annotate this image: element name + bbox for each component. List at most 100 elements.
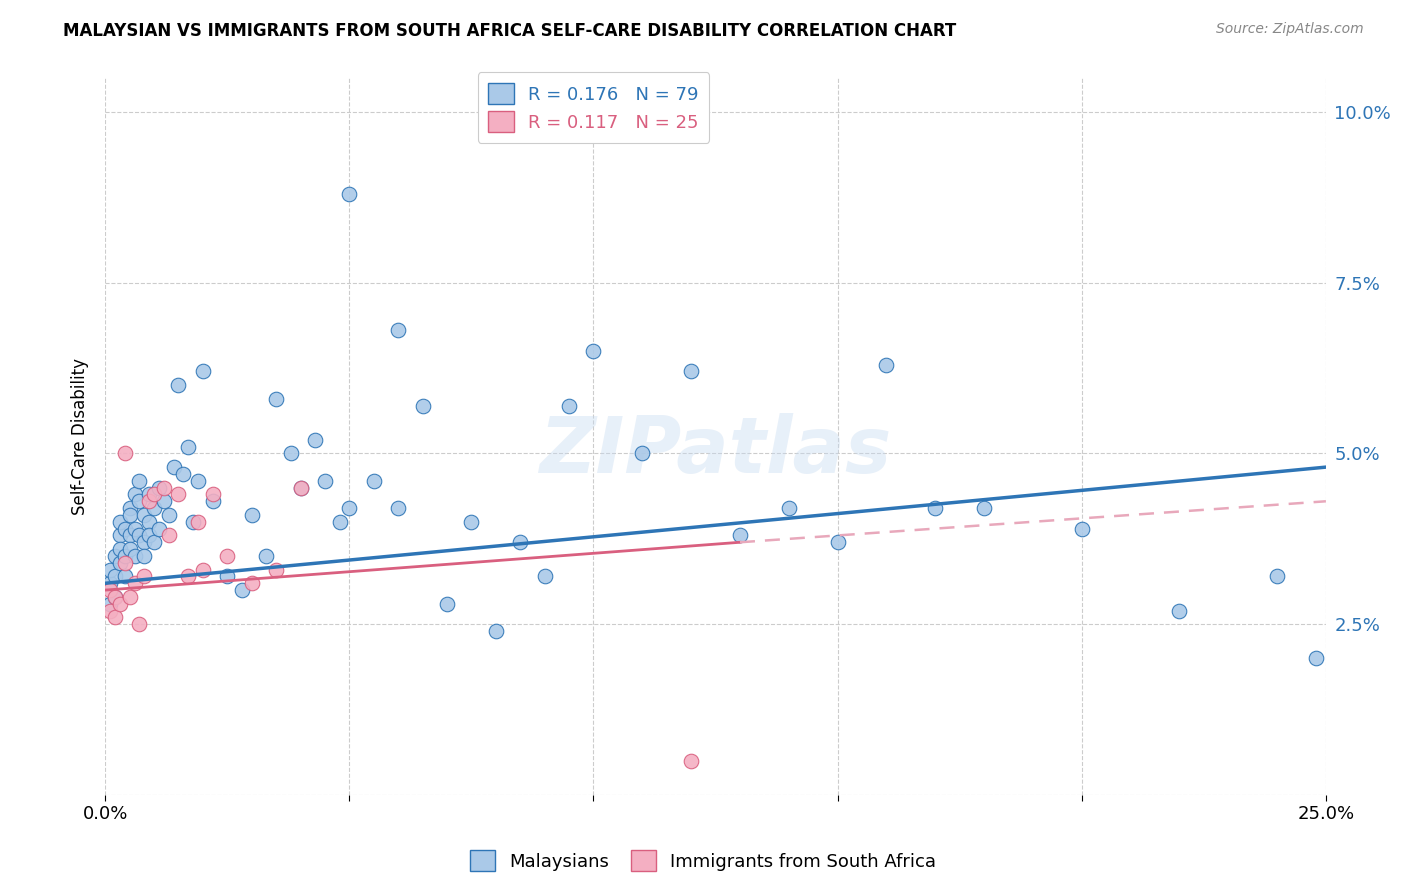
Point [387, 323, 409, 337]
Point [778, 501, 800, 516]
Point [191, 563, 214, 577]
Point [827, 535, 849, 549]
Point [177, 440, 200, 454]
Point [1168, 604, 1191, 618]
Point [460, 515, 482, 529]
Point [412, 399, 434, 413]
Point [280, 446, 302, 460]
Point [485, 624, 508, 639]
Point [114, 522, 136, 536]
Point [108, 556, 131, 570]
Point [143, 501, 166, 516]
Point [363, 474, 385, 488]
Point [157, 508, 180, 522]
Point [143, 535, 166, 549]
Point [128, 474, 150, 488]
Point [191, 364, 214, 378]
Point [217, 549, 239, 563]
Point [201, 487, 224, 501]
Point [114, 569, 136, 583]
Point [177, 569, 200, 583]
Point [118, 508, 141, 522]
Point [134, 549, 156, 563]
Point [304, 433, 326, 447]
Point [108, 515, 131, 529]
Point [509, 535, 531, 549]
Point [128, 528, 150, 542]
Point [98, 597, 121, 611]
Point [240, 508, 263, 522]
Point [124, 549, 146, 563]
Point [108, 542, 131, 557]
Point [118, 542, 141, 557]
Point [631, 446, 654, 460]
Legend: R = 0.176   N = 79, R = 0.117   N = 25: R = 0.176 N = 79, R = 0.117 N = 25 [478, 72, 710, 143]
Point [114, 556, 136, 570]
Point [187, 515, 209, 529]
Text: ZIPatlas: ZIPatlas [540, 413, 891, 489]
Point [148, 522, 170, 536]
Point [124, 576, 146, 591]
Text: Source: ZipAtlas.com: Source: ZipAtlas.com [1216, 22, 1364, 37]
Point [314, 474, 336, 488]
Point [118, 501, 141, 516]
Point [533, 569, 555, 583]
Point [153, 494, 176, 508]
Point [134, 508, 156, 522]
Point [134, 535, 156, 549]
Point [181, 515, 204, 529]
Point [387, 501, 409, 516]
Point [172, 467, 194, 481]
Point [108, 528, 131, 542]
Point [681, 364, 703, 378]
Point [201, 494, 224, 508]
Point [104, 590, 127, 604]
Point [128, 617, 150, 632]
Point [98, 583, 121, 598]
Point [167, 378, 190, 392]
Point [138, 487, 160, 501]
Point [138, 494, 160, 508]
Point [254, 549, 277, 563]
Y-axis label: Self-Care Disability: Self-Care Disability [72, 358, 89, 515]
Point [924, 501, 946, 516]
Point [104, 590, 127, 604]
Point [124, 487, 146, 501]
Point [290, 481, 312, 495]
Text: MALAYSIAN VS IMMIGRANTS FROM SOUTH AFRICA SELF-CARE DISABILITY CORRELATION CHART: MALAYSIAN VS IMMIGRANTS FROM SOUTH AFRIC… [63, 22, 956, 40]
Point [1305, 651, 1327, 665]
Point [290, 481, 312, 495]
Point [138, 515, 160, 529]
Point [329, 515, 352, 529]
Point [558, 399, 581, 413]
Point [582, 343, 605, 358]
Point [108, 597, 131, 611]
Point [187, 474, 209, 488]
Point [167, 487, 190, 501]
Point [138, 528, 160, 542]
Point [264, 392, 287, 406]
Point [157, 528, 180, 542]
Point [485, 119, 508, 133]
Point [1265, 569, 1288, 583]
Point [128, 494, 150, 508]
Point [143, 487, 166, 501]
Point [104, 610, 127, 624]
Point [875, 358, 897, 372]
Point [264, 563, 287, 577]
Point [118, 528, 141, 542]
Point [436, 597, 458, 611]
Point [148, 481, 170, 495]
Point [104, 549, 127, 563]
Point [973, 501, 995, 516]
Point [337, 501, 360, 516]
Point [114, 446, 136, 460]
Point [240, 576, 263, 591]
Point [98, 576, 121, 591]
Point [98, 563, 121, 577]
Legend: Malaysians, Immigrants from South Africa: Malaysians, Immigrants from South Africa [463, 843, 943, 879]
Point [681, 754, 703, 768]
Point [1070, 522, 1092, 536]
Point [124, 522, 146, 536]
Point [98, 604, 121, 618]
